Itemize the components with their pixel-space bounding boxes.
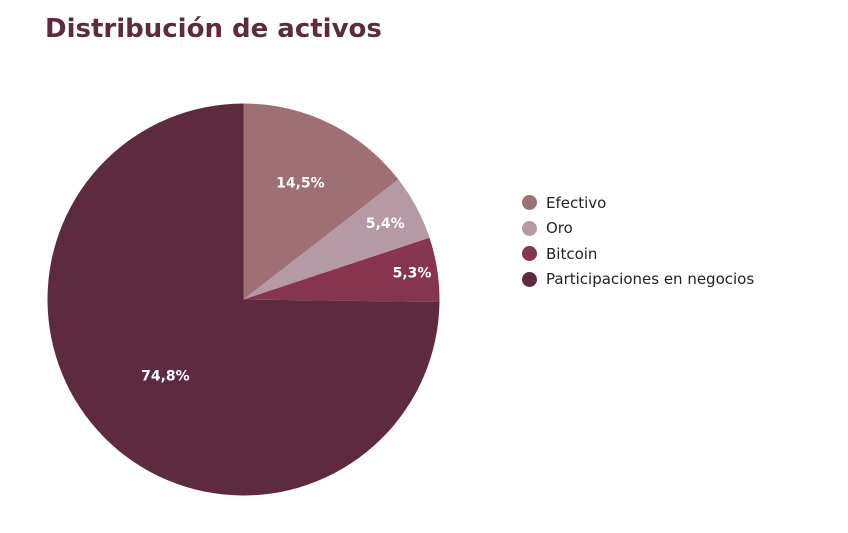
legend-label: Oro [546, 219, 573, 238]
slice-data-label: 5,4% [366, 216, 405, 232]
legend-item: Participaciones en negocios [522, 267, 754, 293]
legend-swatch [522, 220, 537, 236]
pie-slice-0 [243, 103, 399, 300]
legend-swatch [522, 195, 537, 211]
chart-legend: Efectivo Oro Bitcoin Participaciones en neg… [522, 190, 754, 292]
legend-swatch [522, 246, 537, 262]
pie-slice-3 [47, 103, 440, 496]
pie-slice-1 [243, 179, 430, 300]
legend-label: Participaciones en negocios [546, 270, 755, 289]
legend-swatch [522, 271, 537, 287]
legend-item: Oro [522, 216, 754, 242]
legend-label: Bitcoin [546, 244, 598, 263]
chart-title: Distribución de activos [45, 14, 382, 44]
legend-item: Efectivo [522, 190, 754, 216]
legend-label: Efectivo [546, 193, 607, 212]
slice-data-label: 5,3% [393, 265, 432, 281]
slice-data-label: 74,8% [141, 369, 190, 385]
legend-item: Bitcoin [522, 241, 754, 267]
slice-data-label: 14,5% [276, 175, 325, 191]
pie-slice-2 [243, 237, 440, 302]
